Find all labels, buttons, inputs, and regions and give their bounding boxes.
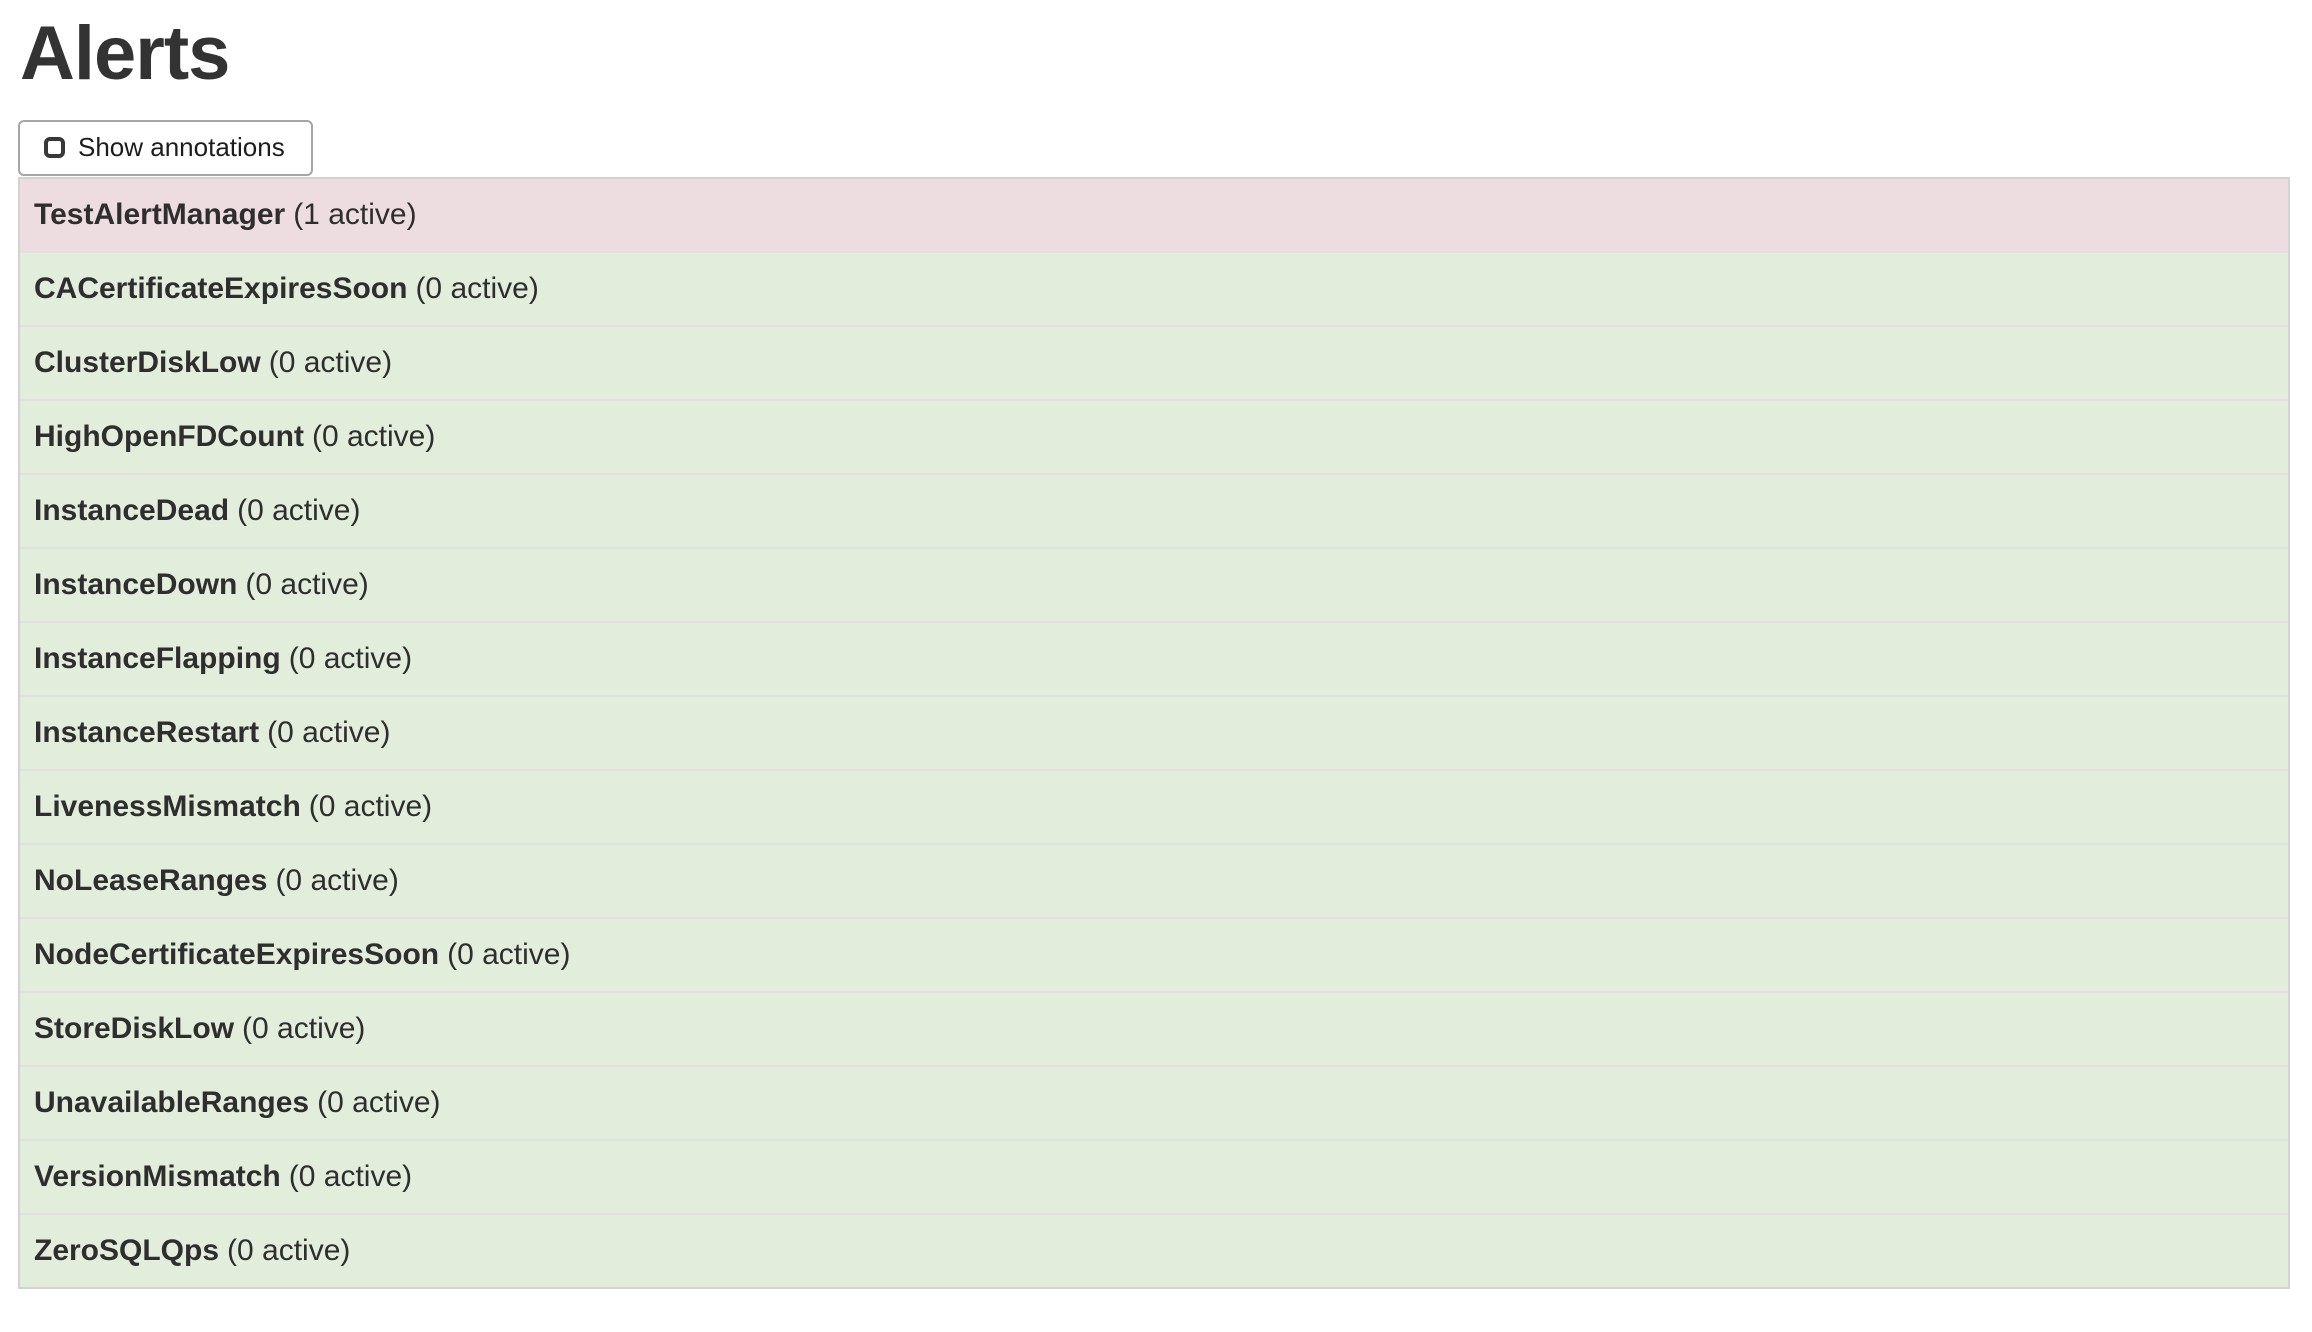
alert-row-ClusterDiskLow[interactable]: ClusterDiskLow (0 active) bbox=[20, 326, 2288, 401]
alert-active-count: (0 active) bbox=[267, 715, 391, 749]
checkbox-unchecked-icon bbox=[44, 137, 65, 159]
alert-rule-name: HighOpenFDCount bbox=[34, 419, 304, 453]
alert-active-count: (0 active) bbox=[311, 419, 436, 453]
alert-active-count: (0 active) bbox=[415, 271, 539, 305]
alert-active-count: (0 active) bbox=[237, 493, 361, 527]
alert-rule-name: ClusterDiskLow bbox=[34, 345, 261, 379]
alert-row-ZeroSQLQps[interactable]: ZeroSQLQps (0 active) bbox=[20, 1214, 2288, 1287]
alert-rule-name: LivenessMismatch bbox=[34, 789, 301, 823]
alert-rule-name: InstanceDown bbox=[34, 567, 238, 601]
alert-active-count: (0 active) bbox=[268, 345, 393, 379]
alert-active-count: (0 active) bbox=[288, 1159, 413, 1193]
alert-active-count: (0 active) bbox=[447, 937, 571, 971]
alert-active-count: (0 active) bbox=[275, 863, 399, 897]
alert-row-HighOpenFDCount[interactable]: HighOpenFDCount (0 active) bbox=[20, 400, 2288, 475]
alert-rule-name: InstanceDead bbox=[34, 493, 230, 527]
alert-rule-name: NoLeaseRanges bbox=[34, 863, 268, 897]
alert-row-NodeCertificateExpiresSoon[interactable]: NodeCertificateExpiresSoon (0 active) bbox=[20, 918, 2288, 993]
alert-row-InstanceDown[interactable]: InstanceDown (0 active) bbox=[20, 548, 2288, 623]
alert-rule-name: VersionMismatch bbox=[34, 1159, 281, 1193]
alert-row-InstanceDead[interactable]: InstanceDead (0 active) bbox=[20, 474, 2288, 549]
show-annotations-label: Show annotations bbox=[78, 132, 285, 163]
alert-active-count: (0 active) bbox=[308, 789, 433, 823]
alert-row-StoreDiskLow[interactable]: StoreDiskLow (0 active) bbox=[20, 992, 2288, 1067]
alert-row-InstanceRestart[interactable]: InstanceRestart (0 active) bbox=[20, 696, 2288, 771]
alert-active-count: (0 active) bbox=[227, 1233, 351, 1267]
alert-rule-name: UnavailableRanges bbox=[34, 1085, 310, 1119]
alert-active-count: (0 active) bbox=[245, 567, 369, 601]
alert-active-count: (1 active) bbox=[293, 197, 417, 231]
show-annotations-button[interactable]: Show annotations bbox=[18, 119, 313, 176]
alert-rule-name: CACertificateExpiresSoon bbox=[34, 271, 408, 305]
alert-rule-name: ZeroSQLQps bbox=[34, 1233, 220, 1267]
alert-list: TestAlertManager (1 active) CACertificateE… bbox=[18, 176, 2290, 1289]
page-title: Alerts bbox=[20, 11, 230, 96]
alert-rule-name: InstanceRestart bbox=[34, 715, 260, 749]
alerts-page: Alerts Show annotations TestAlertManager… bbox=[18, 11, 2290, 1289]
alert-active-count: (0 active) bbox=[317, 1085, 441, 1119]
alert-rule-name: NodeCertificateExpiresSoon bbox=[34, 937, 440, 971]
alert-rule-name: StoreDiskLow bbox=[34, 1011, 235, 1045]
alert-rule-name: InstanceFlapping bbox=[34, 641, 281, 675]
alert-active-count: (0 active) bbox=[242, 1011, 366, 1045]
alert-row-CACertificateExpiresSoon[interactable]: CACertificateExpiresSoon (0 active) bbox=[20, 252, 2288, 327]
alert-row-UnavailableRanges[interactable]: UnavailableRanges (0 active) bbox=[20, 1066, 2288, 1141]
alert-row-LivenessMismatch[interactable]: LivenessMismatch (0 active) bbox=[20, 770, 2288, 845]
alert-row-InstanceFlapping[interactable]: InstanceFlapping (0 active) bbox=[20, 622, 2288, 697]
alert-rule-name: TestAlertManager bbox=[34, 197, 286, 231]
alert-row-NoLeaseRanges[interactable]: NoLeaseRanges (0 active) bbox=[20, 844, 2288, 919]
alert-active-count: (0 active) bbox=[288, 641, 413, 675]
alert-row-TestAlertManager[interactable]: TestAlertManager (1 active) bbox=[20, 178, 2288, 253]
alert-row-VersionMismatch[interactable]: VersionMismatch (0 active) bbox=[20, 1140, 2288, 1215]
